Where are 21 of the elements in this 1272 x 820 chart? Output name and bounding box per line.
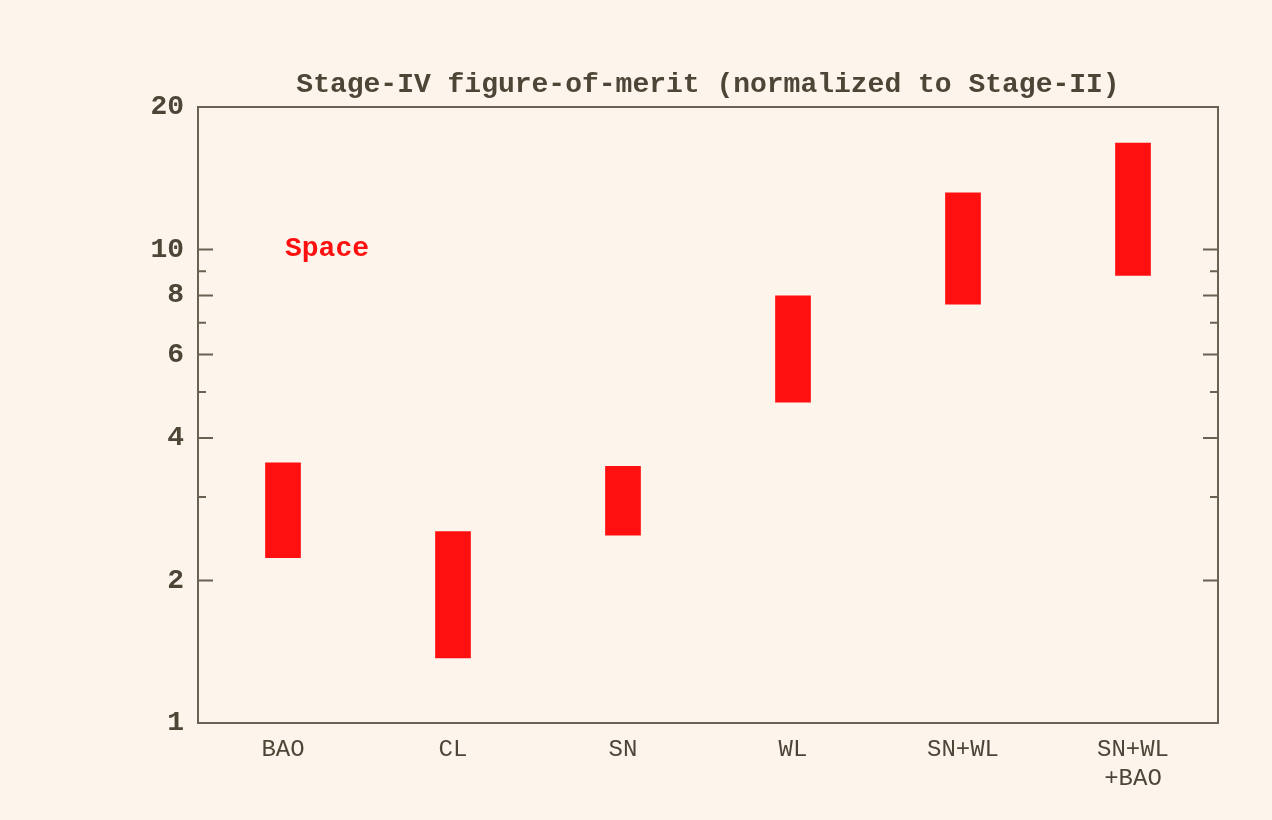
y-tick-label: 4 — [167, 421, 184, 453]
bar — [605, 465, 641, 536]
x-tick-label: SN+WL — [926, 735, 1000, 763]
x-tick-label: WL — [778, 735, 808, 763]
y-tick-label: 6 — [167, 338, 184, 370]
y-tick-label: 1 — [167, 707, 184, 739]
bar — [945, 192, 981, 305]
annotation: Space — [285, 233, 370, 265]
y-tick-label: 8 — [167, 279, 184, 311]
y-tick-label: 10 — [150, 233, 184, 265]
bar — [1115, 142, 1151, 276]
x-tick-label: CL — [438, 735, 468, 763]
x-tick-label: SN+WL +BAO — [1096, 735, 1170, 792]
bar — [775, 295, 811, 403]
bar — [435, 531, 471, 659]
y-tick-label: 20 — [150, 91, 184, 123]
x-tick-label: BAO — [261, 735, 305, 763]
y-tick-label: 2 — [167, 564, 184, 596]
chart-title: Stage-IV figure-of-merit (normalized to Stage-II) — [296, 69, 1120, 101]
x-tick-label: SN — [608, 735, 638, 763]
bar — [265, 462, 301, 559]
